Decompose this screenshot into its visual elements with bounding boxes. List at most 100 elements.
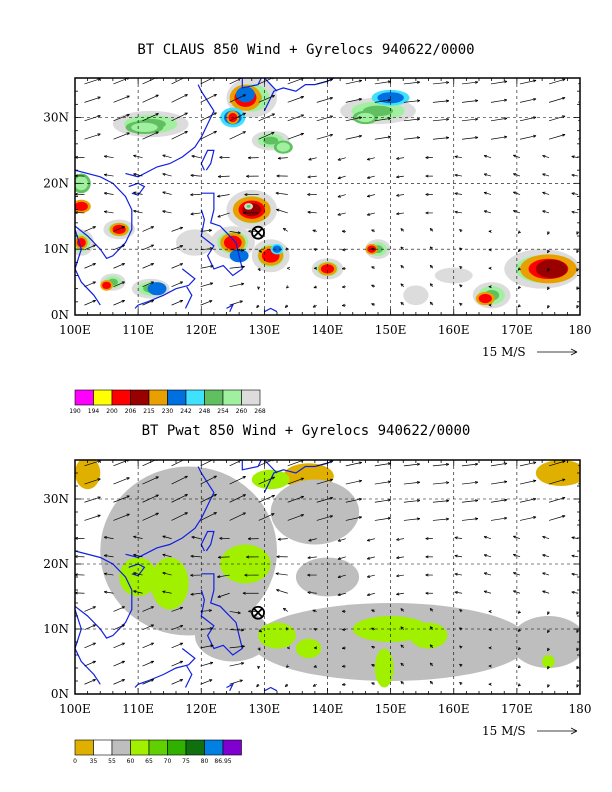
latitude-label: 20N (43, 557, 69, 571)
wind-vector (454, 156, 463, 159)
wind-vector-head (517, 646, 522, 651)
wind-vector (84, 281, 96, 288)
wind-vector-head (92, 226, 96, 229)
wind-vector (571, 211, 579, 214)
longitude-label: 130E (249, 323, 281, 337)
wind-vector-head (237, 231, 241, 235)
wind-vector-head (155, 476, 159, 480)
wind-vector (258, 132, 275, 140)
wind-vector-head (184, 475, 188, 479)
longitude-label: 120E (185, 702, 217, 716)
wind-vector (142, 624, 154, 630)
wind-vector-head (217, 214, 221, 218)
wind-vector-head (533, 461, 537, 465)
wind-vector (162, 154, 172, 158)
wind-vector-head (242, 512, 246, 516)
wind-vector (275, 573, 288, 576)
wind-vector-head (179, 281, 184, 285)
coastline (184, 665, 193, 688)
wind-vector (432, 118, 449, 122)
wind-vector (316, 78, 333, 85)
wind-vector-head (459, 645, 463, 649)
wind-vector-head (312, 304, 317, 308)
wind-vector-head (474, 481, 479, 484)
wind-vector-head (244, 193, 248, 197)
wind-vector (307, 175, 317, 178)
wind-vector (345, 80, 362, 85)
wind-vector (84, 606, 96, 612)
wind-vector-head (190, 212, 194, 216)
wind-vector (403, 137, 420, 140)
wind-vector (171, 300, 183, 306)
wind-vector-head (571, 155, 575, 159)
wind-vector (367, 592, 375, 596)
wind-vector-head (126, 114, 130, 117)
wind-vector (133, 536, 143, 539)
wind-vector-head (184, 512, 188, 516)
wind-vector (308, 157, 317, 161)
coastline (184, 286, 193, 309)
wind-vector-head (282, 227, 287, 231)
wind-vector-head (387, 135, 392, 139)
wind-vector (287, 96, 304, 103)
wind-vector (171, 642, 183, 649)
wind-vector-head (313, 266, 318, 270)
colorbar-label: 190 (69, 408, 81, 415)
longitude-label: 110E (122, 702, 154, 716)
wind-vector (200, 679, 213, 685)
wind-vector (142, 642, 154, 649)
wind-vector-head (387, 117, 392, 121)
wind-vector-head (337, 575, 341, 579)
colorbar-swatch (74, 739, 94, 756)
wind-vector (200, 112, 217, 122)
wind-vector-head (179, 679, 184, 682)
wind-vector-head (179, 245, 184, 248)
wind-vector-head (179, 660, 184, 664)
wind-vector-head (240, 662, 245, 665)
wind-vector (200, 512, 217, 521)
wind-vector-head (329, 97, 333, 100)
wind-vector (104, 573, 114, 576)
cloud-contour (223, 235, 242, 250)
wind-vector-head (242, 131, 246, 135)
wind-vector-head (313, 628, 317, 631)
wind-vector (345, 516, 362, 521)
wind-vector (337, 574, 346, 578)
wind-vector-head (483, 210, 488, 214)
cloud-contour (102, 281, 111, 290)
wind-vector-head (313, 664, 317, 668)
wind-vector-head (300, 514, 304, 517)
wind-vector-head (213, 130, 217, 134)
wind-vector-head (277, 156, 281, 160)
wind-vector (229, 266, 245, 269)
colorbar-swatch (130, 739, 150, 756)
wind-vector-head (257, 267, 261, 272)
wind-vector-head (121, 226, 125, 229)
wind-vector-head (275, 572, 279, 576)
latitude-label: 10N (43, 242, 69, 256)
wind-vector (84, 96, 101, 103)
wind-vector (191, 536, 201, 539)
wind-vector (374, 517, 391, 521)
wind-vector (548, 97, 566, 103)
wind-vector (483, 210, 492, 214)
wind-vector (454, 573, 463, 576)
wind-vector-head (459, 609, 463, 613)
wind-vector-head (400, 626, 404, 630)
wind-vector-head (209, 300, 213, 303)
wind-vector-head (239, 300, 243, 304)
wind-vector-head (329, 115, 333, 119)
wind-vector (403, 118, 420, 122)
wind-vector-head (121, 642, 125, 646)
wind-vector (283, 607, 288, 612)
colorbar-swatch (148, 389, 168, 406)
cloud-contour (246, 205, 251, 208)
wind-vector (142, 660, 154, 667)
wind-vector-head (92, 281, 96, 285)
wind-vector (142, 281, 154, 288)
wind-vector-head (312, 229, 316, 233)
wind-vector (162, 210, 172, 214)
wind-vector-head (307, 193, 311, 197)
wind-vector-head (210, 264, 214, 268)
wind-vector-head (547, 268, 551, 272)
